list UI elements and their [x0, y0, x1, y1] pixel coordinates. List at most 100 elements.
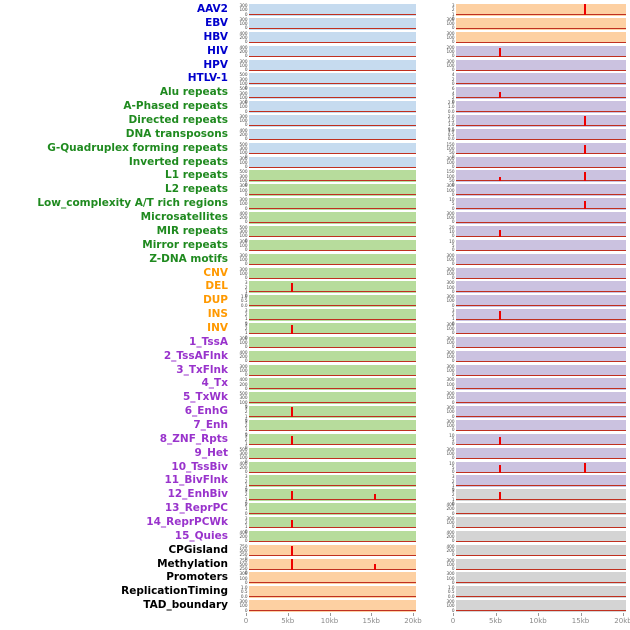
y-axis-tick-label: 3 [244, 418, 248, 424]
signal-baseline [456, 138, 626, 140]
y-axis-tick-label: 3 [244, 488, 248, 494]
track-plot-left [249, 225, 416, 238]
y-axis-tick-label: 10 [449, 197, 455, 203]
y-axis-tick-label: 0 [451, 510, 455, 516]
y-axis-tick-label: 100 [446, 450, 455, 456]
x-axis-tickmark [287, 613, 289, 616]
track-label: 8_ZNF_Rpts [159, 432, 228, 445]
signal-baseline [456, 97, 626, 99]
track-plot-right [456, 45, 626, 58]
track-plot-right [456, 572, 626, 584]
signal-baseline [249, 263, 416, 265]
signal-baseline [456, 319, 626, 321]
y-axis-tick-label: 3 [244, 308, 248, 314]
signal-baseline [249, 97, 416, 99]
y-axis-tick-label: 0 [244, 261, 248, 267]
y-axis-tick-label: 100 [446, 575, 455, 581]
track-label: INV [207, 321, 228, 334]
track-label: DUP [203, 294, 228, 307]
y-axis-tick-label: 300 [239, 266, 248, 272]
x-axis-tickmark [580, 613, 582, 616]
y-axis-tick-label: 100 [239, 104, 248, 110]
y-axis-tick-label: 100 [446, 159, 455, 165]
track-plot-left [249, 475, 416, 487]
track-plot-right [456, 503, 626, 515]
y-axis-tick-label: 100 [239, 187, 248, 193]
y-axis-tick-label: 300 [239, 17, 248, 23]
y-axis-tick-label: 0 [451, 500, 455, 506]
track-plot-left [249, 461, 416, 474]
signal-baseline [456, 457, 626, 459]
x-axis-tickmark [453, 613, 454, 616]
track-plot-right [456, 586, 626, 598]
y-axis-tick-label: 300 [446, 391, 455, 397]
y-axis-tick-label: 100 [239, 201, 248, 207]
y-axis-ticks-right: 300 100 0 [438, 31, 456, 44]
y-axis-tick-label: 0 [244, 487, 248, 492]
y-axis-tick-label: 0 [451, 427, 455, 433]
signal-baseline [249, 388, 416, 390]
signal-baseline [249, 416, 416, 418]
y-axis-tick-label: 100 [446, 173, 455, 179]
y-axis-tick-label: 200 [239, 132, 248, 138]
y-axis-tick-label: 300 [239, 90, 248, 96]
y-axis-ticks-left: 500 300 100 0 [231, 170, 249, 187]
y-axis-tick-label: 0 [451, 247, 455, 253]
y-axis-tick-label: 300 [446, 377, 455, 383]
track-plot-left [249, 586, 416, 598]
signal-baseline [456, 41, 626, 43]
track-row: G-Quadruplex forming repeats 500 300 100 0 15… [0, 141, 630, 160]
y-axis-tick-label: 0 [244, 334, 248, 340]
y-axis-tick-label: 500 [239, 141, 248, 147]
y-axis-tick-label: 300 [239, 599, 248, 605]
y-axis-tick-label: 0 [451, 154, 455, 160]
track-row: DUP 1.0 0.5 0.0 300 100 0 [0, 294, 630, 308]
y-axis-tick-label: 0 [451, 25, 455, 31]
y-axis-tick-label: 0 [244, 579, 248, 585]
signal-baseline [249, 55, 416, 57]
signal-spike [498, 436, 501, 445]
y-axis-tick-label: 500 [239, 391, 248, 397]
y-axis-tick-label: 0 [244, 25, 248, 31]
y-axis-tick-label: 0 [451, 53, 455, 59]
signal-baseline [249, 180, 416, 182]
y-axis-tick-label: 100 [446, 520, 455, 526]
signal-baseline [456, 471, 626, 473]
signal-baseline [456, 111, 626, 113]
y-axis-tick-label: 0.0 [447, 136, 455, 142]
y-axis-tick-label: 0 [244, 136, 248, 142]
track-plot-left [249, 4, 416, 16]
track-plot-right [456, 115, 626, 127]
track-label: Z-DNA motifs [149, 252, 228, 265]
signal-baseline [249, 540, 416, 542]
y-axis-tick-label: 2 [451, 94, 455, 100]
track-plot-left [249, 558, 416, 571]
y-axis-ticks-left: 500 300 100 0 [231, 87, 249, 104]
y-axis-tick-label: 3 [451, 3, 455, 9]
y-axis-tick-label: 2 [451, 478, 455, 484]
y-axis-tick-label: 300 [446, 211, 455, 217]
y-axis-tick-label: 3 [451, 308, 455, 314]
track-plot-right [456, 156, 626, 169]
y-axis-tick-label: 100 [239, 94, 248, 100]
y-axis-tick-label: 300 [446, 183, 455, 189]
signal-baseline [249, 28, 416, 30]
y-axis-tick-label: 300 [446, 418, 455, 424]
track-plot-right [456, 101, 626, 113]
y-axis-tick-label: 2 [244, 437, 248, 443]
y-axis-tick-label: 100 [239, 399, 248, 405]
track-label: HIV [207, 44, 228, 57]
y-axis-tick-label: 0 [244, 67, 248, 73]
track-plot-right [456, 558, 626, 571]
y-axis-tick-label: 100 [239, 21, 248, 27]
track-row: MIR repeats 500 300 100 0 20 10 0 [0, 225, 630, 242]
y-axis-tick-label: 2 [244, 423, 248, 429]
y-axis-tick-label: 300 [446, 266, 455, 272]
y-axis-ticks-left: 300 100 0 [231, 239, 249, 252]
track-plot-left [249, 336, 416, 349]
signal-baseline [249, 138, 416, 140]
y-axis-tick-label: 1 [451, 482, 455, 488]
track-plot-left [249, 516, 416, 529]
